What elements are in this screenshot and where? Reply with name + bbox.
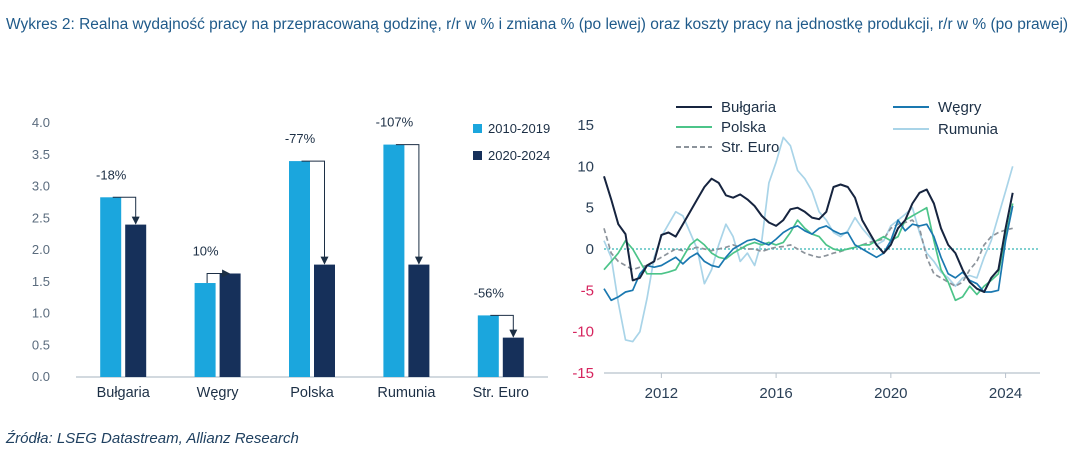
series-line-w-gry	[603, 205, 1014, 302]
bar-2020-2024	[125, 224, 147, 377]
bar-2010-2019	[100, 197, 122, 377]
change-label: -18%	[96, 167, 127, 182]
change-label: 10%	[193, 243, 219, 258]
x-tick-label: 2016	[759, 385, 792, 402]
change-label: -107%	[376, 115, 414, 130]
category-label: Str. Euro	[473, 385, 529, 401]
legend-label: Bułgaria	[721, 99, 777, 116]
y-tick-label: 10	[577, 158, 594, 175]
change-arrow	[395, 144, 423, 265]
x-tick-label: 2020	[874, 385, 907, 402]
series-line-str-euro	[603, 219, 1013, 288]
category-label: Rumunia	[377, 385, 436, 401]
y-tick-label: 0	[586, 241, 594, 258]
legend-swatch	[473, 151, 482, 160]
y-tick-label: 3.5	[32, 147, 50, 162]
series-line-bu-garia	[603, 176, 1014, 293]
category-label: Węgry	[197, 385, 240, 401]
bar-2020-2024	[219, 273, 241, 377]
x-tick-label: 2012	[645, 385, 678, 402]
bar-2010-2019	[383, 144, 405, 377]
change-arrow	[490, 314, 518, 338]
y-tick-label: 2.5	[32, 210, 50, 225]
bar-2020-2024	[502, 337, 524, 377]
bar-2020-2024	[408, 264, 430, 377]
y-tick-label: 3.0	[32, 179, 50, 194]
change-arrow	[301, 160, 329, 265]
change-arrow	[206, 269, 231, 284]
line-chart: -15 -10 -5 0 5 10 15 2012 2016 2020 2024 Bułgaria Po…	[572, 99, 1040, 402]
category-label: Polska	[290, 385, 334, 401]
legend-label: Węgry	[938, 99, 982, 116]
y-tick-label: 15	[577, 117, 594, 134]
legend-label: Str. Euro	[721, 139, 779, 156]
change-label: -56%	[474, 285, 505, 300]
y-tick-label: 5	[586, 200, 594, 217]
y-tick-label: 2.0	[32, 242, 50, 257]
category-label: Bułgaria	[97, 385, 151, 401]
bar-2020-2024	[314, 264, 335, 377]
change-label: -77%	[285, 131, 316, 146]
y-tick-label: -10	[572, 324, 594, 341]
bar-chart: 0.0 0.5 1.0 1.5 2.0 2.5 3.0 3.5 4.0 Bułgaria -18% W…	[32, 115, 550, 401]
chart-title: Wykres 2: Realna wydajność pracy na prze…	[6, 16, 1069, 33]
series-line-rumunia	[603, 136, 1014, 343]
legend-swatch	[473, 124, 482, 133]
source-note: Źródła: LSEG Datastream, Allianz Researc…	[6, 430, 299, 447]
y-tick-label: 4.0	[32, 115, 50, 130]
legend-label: Rumunia	[938, 121, 999, 138]
y-tick-label: -15	[572, 365, 594, 382]
change-arrow	[112, 196, 140, 225]
y-tick-label: 1.5	[32, 274, 50, 289]
legend-label: Polska	[721, 119, 767, 136]
series-line-polska	[603, 203, 1014, 302]
bar-2010-2019	[289, 161, 310, 377]
y-tick-label: 1.0	[32, 306, 50, 321]
bar-2010-2019	[477, 315, 499, 377]
legend-label: 2010-2019	[488, 121, 550, 136]
bar-2010-2019	[194, 283, 216, 377]
legend-label: 2020-2024	[488, 148, 550, 163]
y-tick-label: 0.0	[32, 369, 50, 384]
x-tick-label: 2024	[989, 385, 1022, 402]
y-tick-label: 0.5	[32, 337, 50, 352]
y-tick-label: -5	[581, 282, 594, 299]
